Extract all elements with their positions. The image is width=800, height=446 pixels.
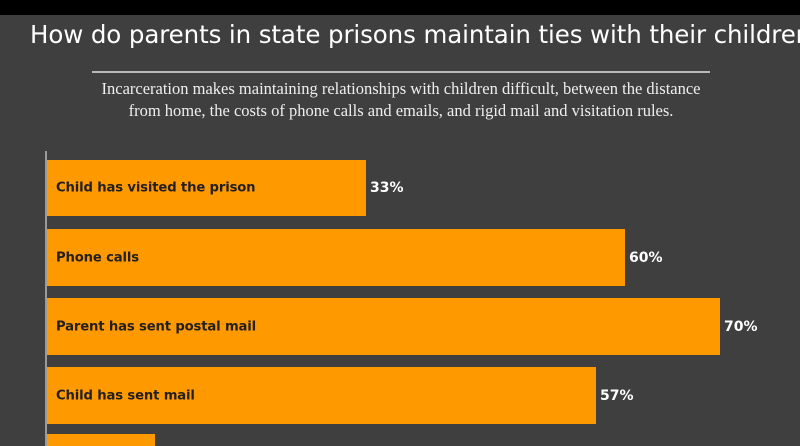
bar-fill — [47, 160, 366, 216]
bar-value-label: 33% — [370, 180, 404, 196]
bar-category-label: Child has sent mail — [56, 388, 195, 403]
bar-category-label: Phone calls — [56, 250, 139, 265]
bar-fill — [47, 434, 155, 446]
page-title: How do parents in state prisons maintain… — [30, 20, 800, 49]
bar-category-label: Child has visited the prison — [56, 180, 256, 196]
subtitle-text: Incarceration makes maintaining relation… — [101, 79, 701, 120]
bar-value-label: 70% — [724, 318, 758, 335]
bar-fill — [47, 367, 596, 424]
bar-row: Child has sent mail 57% — [47, 367, 756, 424]
bar-category-label: Parent has sent postal mail — [56, 319, 257, 334]
bar-fill — [47, 298, 720, 355]
top-black-band — [0, 0, 800, 15]
bar-row: Phone calls 60% — [47, 229, 785, 286]
bar-value-label: 57% — [600, 387, 634, 404]
bar-value-label: 60% — [629, 249, 663, 266]
bar-fill — [47, 229, 625, 286]
title-divider — [92, 71, 710, 73]
bar-row: Parent has sent postal mail 70% — [47, 298, 800, 355]
bar-row: Child has visited the prison 33% — [47, 160, 526, 216]
bar-row — [47, 434, 315, 446]
bar-chart: Child has visited the prison 33% Phone cal… — [0, 140, 800, 446]
chart-axis-line — [45, 151, 47, 446]
